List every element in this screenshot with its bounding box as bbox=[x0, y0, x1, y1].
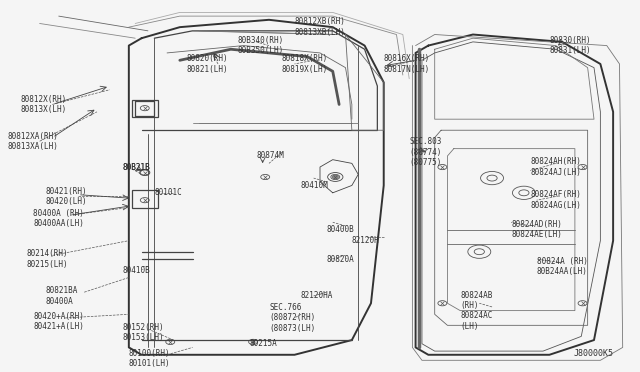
Text: 80152(RH)
80153(LH): 80152(RH) 80153(LH) bbox=[122, 323, 164, 342]
Text: 80812XB(RH)
80813XB(LH): 80812XB(RH) 80813XB(LH) bbox=[294, 17, 346, 37]
Text: 80B21B: 80B21B bbox=[122, 163, 150, 171]
Text: 80824AB
(RH)
80824AC
(LH): 80824AB (RH) 80824AC (LH) bbox=[460, 291, 493, 331]
Text: 80410M: 80410M bbox=[301, 181, 328, 190]
Text: 80818X(RH)
80819X(LH): 80818X(RH) 80819X(LH) bbox=[282, 54, 328, 74]
Text: 80215A: 80215A bbox=[250, 339, 278, 348]
Text: 82120H: 82120H bbox=[352, 236, 380, 245]
Text: 80B21B: 80B21B bbox=[122, 163, 150, 171]
Text: 80812X(RH)
80813X(LH): 80812X(RH) 80813X(LH) bbox=[20, 95, 67, 114]
Text: 80400A (RH)
80400AA(LH): 80400A (RH) 80400AA(LH) bbox=[33, 209, 84, 228]
Bar bbox=[132, 190, 157, 208]
Text: 80100(RH)
80101(LH): 80100(RH) 80101(LH) bbox=[129, 349, 170, 368]
Text: 80421(RH)
80420(LH): 80421(RH) 80420(LH) bbox=[46, 187, 88, 206]
Text: 80420+A(RH)
80421+A(LH): 80420+A(RH) 80421+A(LH) bbox=[33, 312, 84, 331]
Text: 80820A: 80820A bbox=[326, 254, 354, 264]
Text: J80000K5: J80000K5 bbox=[573, 349, 613, 359]
Text: 80824AH(RH)
80824AJ(LH): 80824AH(RH) 80824AJ(LH) bbox=[531, 157, 581, 177]
Text: 80816X(RH)
80817N(LH): 80816X(RH) 80817N(LH) bbox=[384, 54, 430, 74]
Text: 80824AD(RH)
80824AE(LH): 80824AD(RH) 80824AE(LH) bbox=[511, 220, 562, 239]
Text: 80101C: 80101C bbox=[154, 188, 182, 197]
Text: 80214(RH)
80215(LH): 80214(RH) 80215(LH) bbox=[27, 249, 68, 269]
Text: 80410B: 80410B bbox=[122, 266, 150, 275]
Text: 80812XA(RH)
80813XA(LH): 80812XA(RH) 80813XA(LH) bbox=[8, 132, 59, 151]
Text: 80824A (RH)
80B24AA(LH): 80824A (RH) 80B24AA(LH) bbox=[537, 257, 588, 276]
Text: 80400B: 80400B bbox=[326, 225, 354, 234]
Bar bbox=[132, 100, 157, 117]
Text: SEC.766
(80872(RH)
(80873(LH): SEC.766 (80872(RH) (80873(LH) bbox=[269, 303, 316, 333]
Text: 80821BA
80400A: 80821BA 80400A bbox=[46, 286, 78, 305]
Text: 80824AF(RH)
80824AG(LH): 80824AF(RH) 80824AG(LH) bbox=[531, 190, 581, 210]
Text: 80874M: 80874M bbox=[256, 151, 284, 160]
Text: SEC.803
(80774)
(80775): SEC.803 (80774) (80775) bbox=[409, 137, 442, 167]
Text: 80830(RH)
80831(LH): 80830(RH) 80831(LH) bbox=[549, 36, 591, 55]
Circle shape bbox=[332, 175, 339, 179]
Text: 80B340(RH)
80B350(LH): 80B340(RH) 80B350(LH) bbox=[237, 36, 284, 55]
Text: 82120HA: 82120HA bbox=[301, 291, 333, 300]
Text: 80820(RH)
80821(LH): 80820(RH) 80821(LH) bbox=[186, 54, 228, 74]
